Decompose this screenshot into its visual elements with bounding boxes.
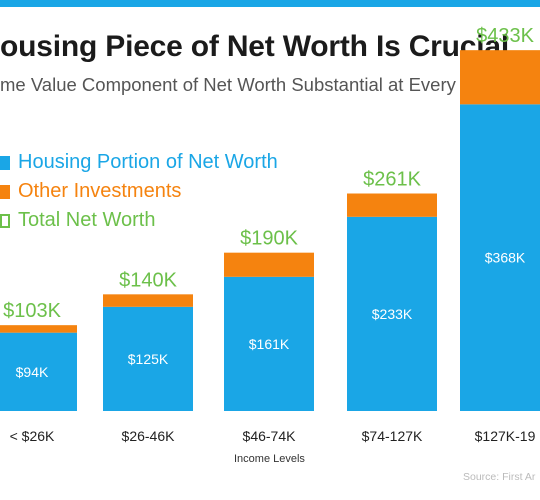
total-value-label-0: $103K [3, 300, 61, 322]
legend-item-total-net-worth: Total Net Worth [0, 206, 278, 235]
total-net-worth-swatch-icon [0, 213, 10, 228]
source-note: Source: First Ar [463, 471, 536, 483]
bar-housing-0 [0, 332, 77, 411]
total-value-label-4: $433K [476, 25, 534, 47]
chart-legend: Housing Portion of Net Worth Other Inves… [0, 148, 278, 235]
bar-housing-1 [103, 306, 193, 411]
total-value-label-3: $261K [363, 169, 421, 191]
x-tick-label-3: $74-127K [362, 428, 423, 444]
x-tick-label-4: $127K-19 [475, 428, 536, 444]
total-value-label-2: $190K [240, 228, 298, 250]
legend-label-other-investments: Other Investments [18, 180, 182, 202]
bar-housing-4 [460, 104, 540, 411]
page-title: ousing Piece of Net Worth Is Crucial [0, 30, 509, 63]
housing-value-label-1: $125K [128, 351, 169, 367]
legend-label-housing: Housing Portion of Net Worth [18, 151, 278, 173]
bar-other-investments-1 [103, 294, 193, 307]
legend-label-total-net-worth: Total Net Worth [18, 209, 156, 231]
x-tick-label-0: < $26K [10, 428, 55, 444]
top-accent-bar [0, 0, 540, 7]
x-tick-label-2: $46-74K [243, 428, 297, 444]
housing-value-label-0: $94K [16, 364, 49, 380]
x-tick-label-1: $26-46K [122, 428, 176, 444]
bar-other-investments-0 [0, 325, 77, 333]
x-axis-title: Income Levels [234, 453, 305, 465]
other-investments-swatch-icon [0, 184, 10, 199]
housing-value-label-4: $368K [485, 250, 526, 266]
bar-housing-2 [224, 276, 314, 411]
legend-item-other-investments: Other Investments [0, 177, 278, 206]
bar-other-investments-2 [224, 252, 314, 277]
bar-housing-3 [347, 216, 437, 411]
page-subtitle: me Value Component of Net Worth Substant… [0, 74, 540, 95]
legend-item-housing: Housing Portion of Net Worth [0, 148, 278, 177]
bar-other-investments-4 [460, 50, 540, 105]
housing-swatch-icon [0, 155, 10, 170]
housing-value-label-3: $233K [372, 306, 413, 322]
bar-other-investments-3 [347, 193, 437, 217]
housing-value-label-2: $161K [249, 336, 290, 352]
total-value-label-1: $140K [119, 269, 177, 291]
